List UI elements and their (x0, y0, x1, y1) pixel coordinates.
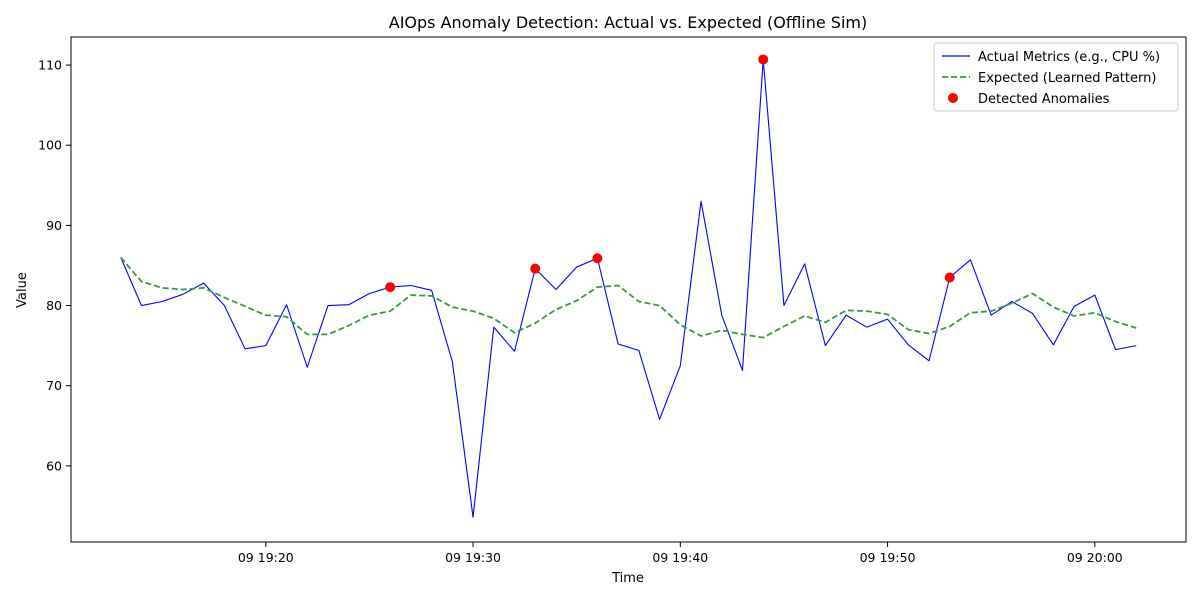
anomaly-layer (385, 54, 955, 293)
y-tick-label: 90 (46, 218, 62, 233)
y-tick-label: 100 (38, 138, 62, 153)
y-axis: 60 70 80 90 100 110 (38, 58, 71, 473)
y-tick-label: 80 (46, 298, 62, 313)
anomaly-point (385, 282, 396, 293)
y-axis-label: Value (15, 272, 30, 308)
legend-label-actual: Actual Metrics (e.g., CPU %) (978, 50, 1160, 65)
y-tick-label: 70 (46, 378, 62, 393)
legend-swatch-anomalies (948, 93, 958, 103)
y-tick-label: 110 (38, 58, 62, 73)
series-layer (120, 58, 1137, 518)
x-axis-label: Time (611, 571, 644, 586)
anomaly-point (592, 253, 603, 264)
x-axis: 09 19:20 09 19:30 09 19:40 09 19:50 09 20:00 (238, 542, 1123, 565)
anomaly-point (944, 272, 955, 283)
chart-title: AIOps Anomaly Detection: Actual vs. Expe… (389, 13, 867, 32)
anomaly-point (758, 54, 769, 65)
plot-frame (70, 36, 1187, 543)
x-tick-label: 09 19:30 (445, 550, 501, 565)
series-line-expected (120, 256, 1137, 339)
y-tick-label: 60 (46, 458, 62, 473)
anomaly-point (530, 263, 541, 274)
legend-label-anomalies: Detected Anomalies (978, 92, 1110, 107)
legend-label-expected: Expected (Learned Pattern) (978, 71, 1156, 86)
x-tick-label: 09 19:40 (652, 550, 708, 565)
x-tick-label: 09 19:20 (238, 550, 294, 565)
x-tick-label: 09 20:00 (1067, 550, 1123, 565)
series-line-actual (120, 58, 1137, 518)
legend: Actual Metrics (e.g., CPU %) Expected (L… (933, 42, 1179, 112)
legend-frame (933, 42, 1179, 112)
x-tick-label: 09 19:50 (860, 550, 916, 565)
